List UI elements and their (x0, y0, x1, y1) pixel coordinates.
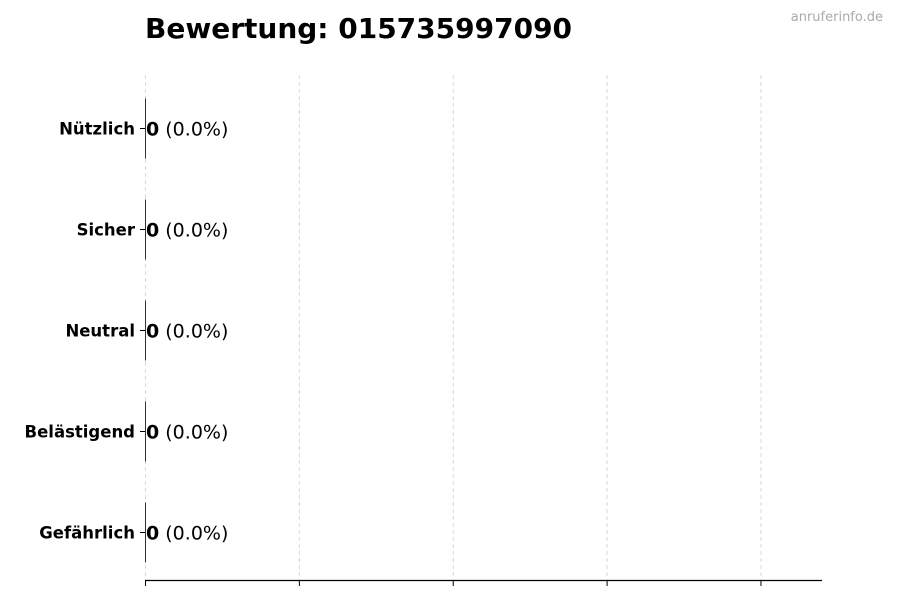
chart-title: Bewertung: 015735997090 (145, 12, 573, 45)
data-label-count: 0 (146, 220, 159, 242)
data-label-percent: (0.0%) (159, 119, 228, 141)
y-tick-label: Belästigend (25, 423, 135, 442)
data-label: 0 (0.0%) (146, 523, 228, 545)
data-label-percent: (0.0%) (159, 422, 228, 444)
data-label-percent: (0.0%) (159, 321, 228, 343)
data-label-count: 0 (146, 422, 159, 444)
data-label: 0 (0.0%) (146, 422, 228, 444)
data-label-percent: (0.0%) (159, 220, 228, 242)
data-label-count: 0 (146, 119, 159, 141)
data-label-percent: (0.0%) (159, 523, 228, 545)
watermark: anruferinfo.de (790, 10, 883, 25)
y-tick-label: Nützlich (59, 120, 135, 139)
data-label: 0 (0.0%) (146, 220, 228, 242)
data-label: 0 (0.0%) (146, 119, 228, 141)
y-tick-label: Sicher (77, 221, 136, 240)
data-label-count: 0 (146, 321, 159, 343)
y-tick-label: Neutral (65, 322, 135, 341)
data-label-count: 0 (146, 523, 159, 545)
y-tick-label: Gefährlich (39, 524, 135, 543)
data-label: 0 (0.0%) (146, 321, 228, 343)
